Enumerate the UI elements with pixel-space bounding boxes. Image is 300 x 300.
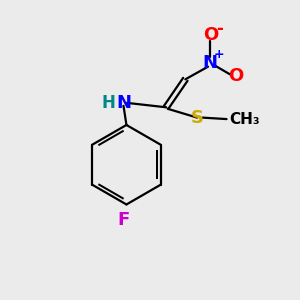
Text: N: N xyxy=(203,54,218,72)
Text: S: S xyxy=(190,109,204,127)
Text: F: F xyxy=(117,211,130,229)
Text: +: + xyxy=(213,48,224,62)
Text: -: - xyxy=(216,20,223,38)
Text: N: N xyxy=(116,94,131,112)
Text: O: O xyxy=(228,68,243,85)
Text: O: O xyxy=(203,26,218,44)
Text: CH₃: CH₃ xyxy=(230,112,260,127)
Text: H: H xyxy=(102,94,116,112)
